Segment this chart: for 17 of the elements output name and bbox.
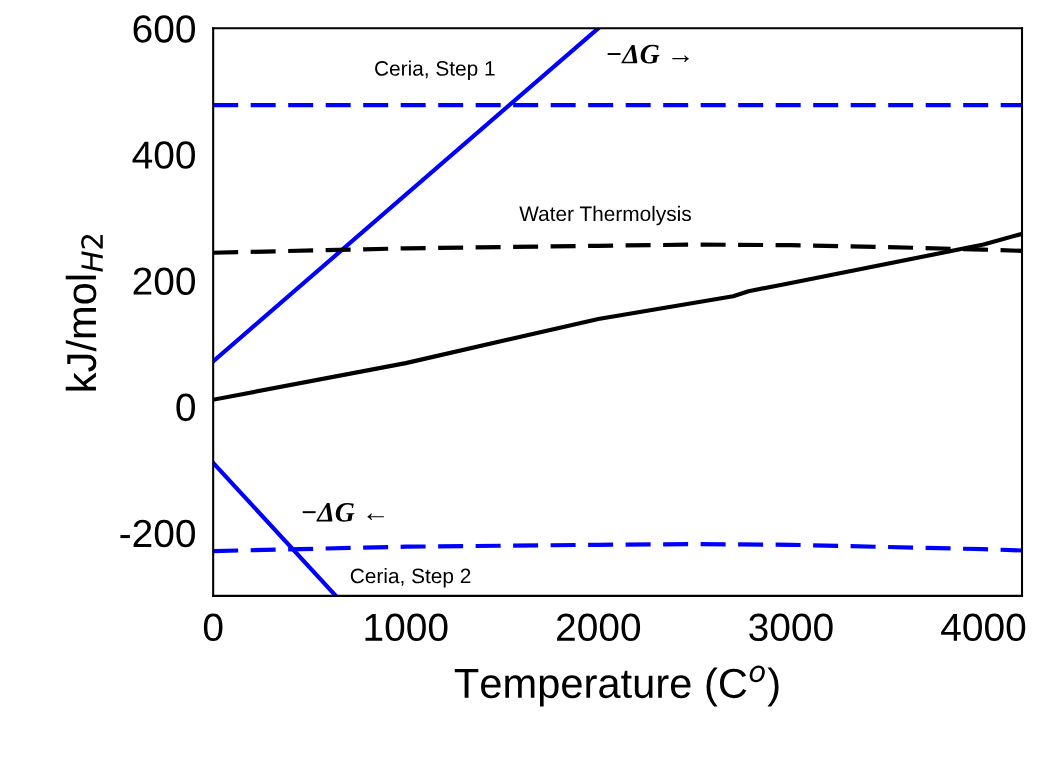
y-tick-label: 200: [133, 267, 195, 295]
x-tick-label: 0: [203, 613, 223, 642]
y-tick-label: 0: [176, 393, 195, 422]
annotation: −ΔG →: [607, 44, 689, 64]
x-tick-label: 1000: [365, 613, 448, 642]
y-tick-label: -200: [120, 519, 195, 548]
x-tick-label: 2000: [557, 613, 641, 642]
x-tick-label: 3000: [749, 613, 833, 642]
annotation: Ceria, Step 2: [350, 568, 471, 588]
y-axis-title: kJ/mol$_{H2}$: [65, 234, 103, 391]
y-tick-label: 600: [133, 15, 195, 43]
annotation: Water Thermolysis: [519, 205, 691, 226]
y-tick-label: 400: [132, 141, 195, 169]
annotation: −ΔG ←: [302, 502, 384, 522]
x-tick-label: 4000: [941, 613, 1026, 642]
annotation: Ceria, Step 1: [375, 60, 495, 80]
x-axis-title: Temperature (C$^{o}$): [454, 665, 779, 707]
